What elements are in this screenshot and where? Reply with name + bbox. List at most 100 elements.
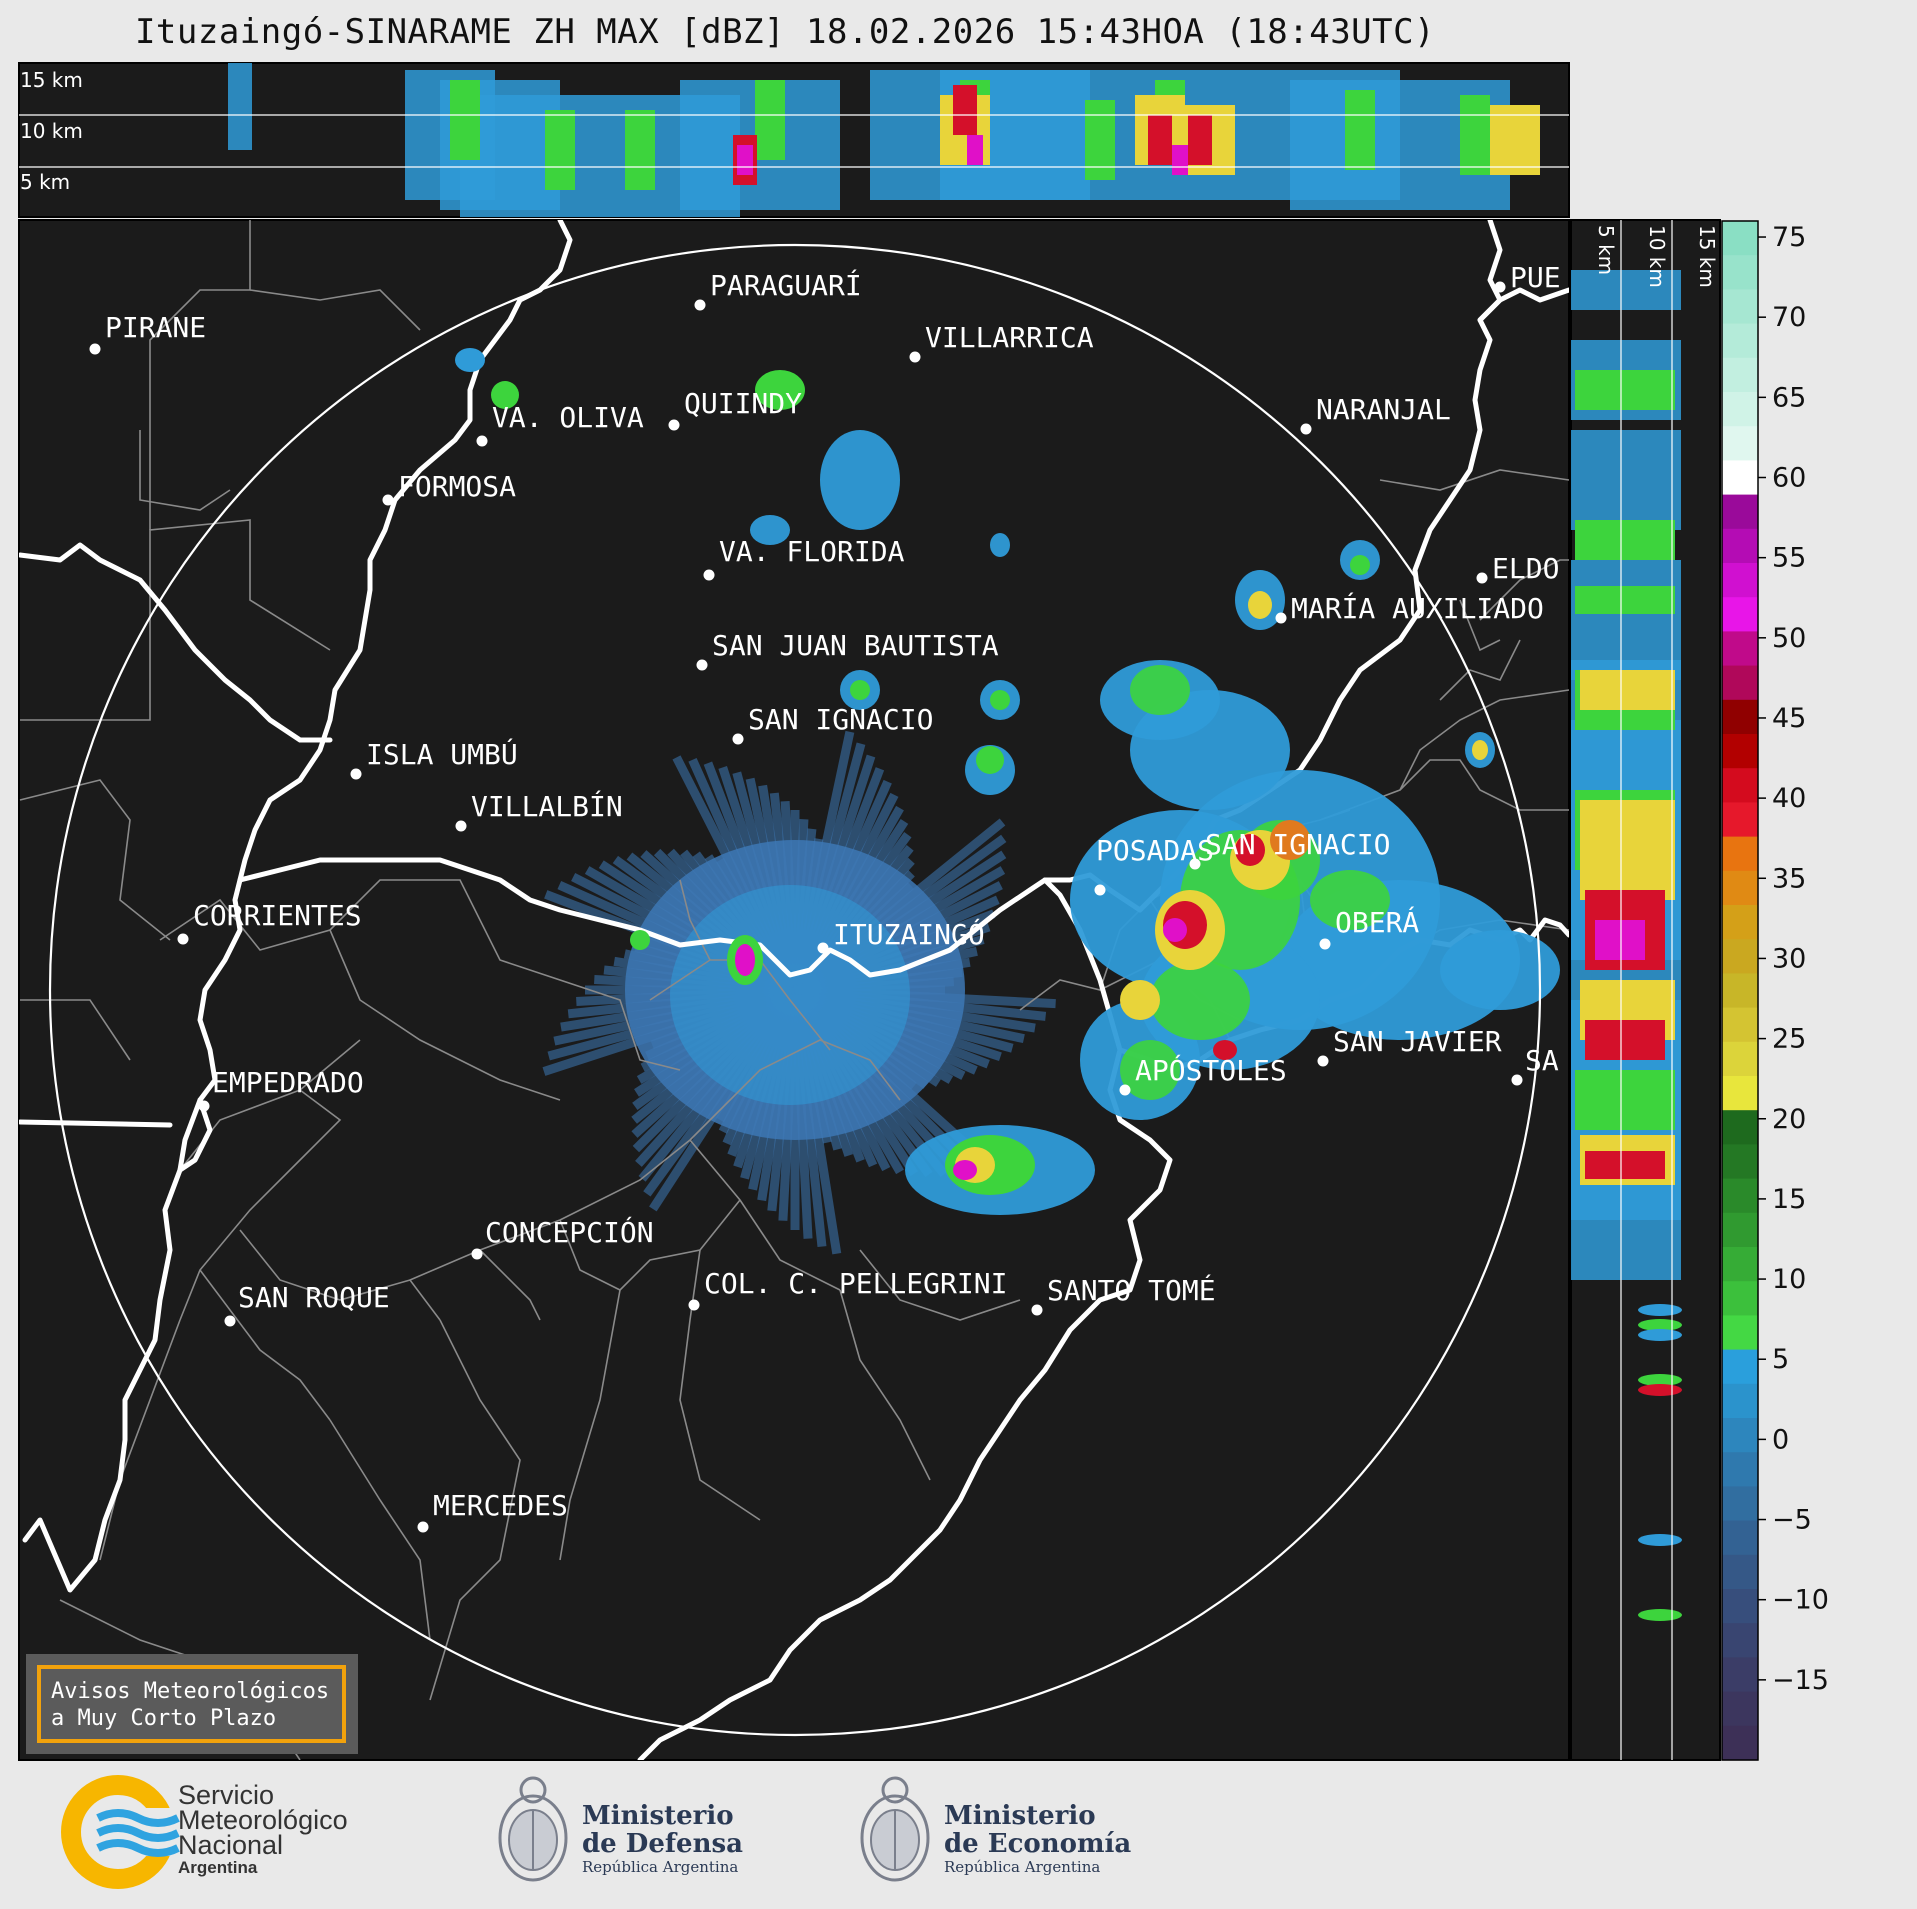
city-marker: MARÍA AUXILIADO [1275, 591, 1544, 625]
colorbar-band [1722, 1657, 1758, 1693]
echo-row [1638, 1534, 1682, 1546]
colorbar-tick-label: −10 [1772, 1585, 1829, 1616]
city-label: APÓSTOLES [1135, 1053, 1287, 1087]
echo-cell [491, 381, 519, 409]
echo-column [1148, 115, 1172, 165]
echo-cell [1213, 1040, 1237, 1060]
colorbar-band [1722, 836, 1758, 872]
echo-row [1575, 520, 1675, 560]
colorbar-tick-label: 20 [1772, 1104, 1806, 1135]
colorbar-band [1722, 563, 1758, 598]
defensa-line-3: República Argentina [582, 1858, 739, 1876]
echo-cell [1472, 740, 1488, 760]
colorbar-band [1722, 460, 1758, 496]
warning-box[interactable]: Avisos Meteorológicos a Muy Corto Plazo [26, 1654, 358, 1754]
city-dot-icon [224, 1315, 236, 1327]
economia-seal-icon [860, 1776, 930, 1882]
city-dot-icon [817, 942, 829, 954]
echo-cell [1163, 918, 1187, 942]
defensa-line-1: Ministerio [582, 1801, 734, 1831]
colorbar-band [1722, 1315, 1758, 1351]
colorbar-tick-label: 65 [1772, 382, 1806, 413]
colorbar-band [1722, 734, 1758, 769]
city-label: OBERÁ [1335, 905, 1419, 939]
city-marker: MERCEDES [417, 1489, 568, 1533]
colorbar-band [1722, 1418, 1758, 1453]
colorbar-band [1722, 323, 1758, 359]
city-label: MERCEDES [433, 1489, 568, 1522]
colorbar-band [1722, 768, 1758, 803]
city-marker: PUE [1494, 261, 1561, 294]
top-cross-section-panel: 15 km 10 km 5 km [18, 62, 1570, 218]
echo-row [1638, 1374, 1682, 1386]
city-marker: QUIINDY [668, 387, 802, 431]
city-dot-icon [1317, 1055, 1329, 1067]
colorbar-tick-label: 25 [1772, 1024, 1806, 1055]
city-marker: EMPEDRADO [198, 1066, 364, 1112]
colorbar-band [1722, 665, 1758, 701]
colorbar-tick-label: 40 [1772, 783, 1806, 814]
echo-cell [735, 944, 755, 976]
colorbar-tick-label: 70 [1772, 302, 1806, 333]
smn-line-1: Servicio [178, 1780, 275, 1810]
city-label: SAN ROQUE [238, 1281, 390, 1314]
defensa-line-2: de Defensa [582, 1829, 743, 1859]
smn-line-2: Meteorológico [178, 1805, 348, 1835]
city-marker: ITUZAINGÓ [817, 917, 985, 954]
city-label: SAN IGNACIO [748, 703, 933, 736]
city-marker: NARANJAL [1300, 393, 1451, 435]
smn-line-4: Argentina [178, 1858, 258, 1877]
top-cross-section-echoes [228, 63, 1540, 217]
economia-name: Ministerio de Economía República Argenti… [944, 1802, 1131, 1876]
city-marker: VILLARRICA [909, 321, 1094, 363]
colorbar-band [1722, 1178, 1758, 1214]
city-label: ELDO [1492, 552, 1559, 585]
colorbar-tick-label: 75 [1772, 222, 1806, 253]
city-marker: CORRIENTES [177, 899, 362, 945]
city-marker: ELDO [1476, 552, 1559, 585]
city-marker: POSADAS [1094, 834, 1214, 896]
colorbar-band [1722, 221, 1758, 256]
smn-name: Servicio Meteorológico Nacional Argentin… [178, 1780, 348, 1878]
side-cross-section-echoes [1571, 270, 1682, 1621]
colorbar-band [1722, 289, 1758, 325]
city-dot-icon [417, 1521, 429, 1533]
side-cross-section-panel: 5 km 10 km 15 km [1570, 219, 1721, 1761]
echo-row [1585, 1020, 1665, 1060]
echo-row [1575, 1070, 1675, 1130]
colorbar-band [1722, 1554, 1758, 1590]
city-label: PIRANE [105, 311, 206, 344]
echo-column [1460, 95, 1490, 175]
warning-line-1: Avisos Meteorológicos [51, 1679, 329, 1704]
city-dot-icon [350, 768, 362, 780]
colorbar-band [1722, 528, 1758, 564]
city-marker: ISLA UMBÚ [350, 737, 518, 780]
city-label: ISLA UMBÚ [366, 737, 518, 771]
echo-column [755, 80, 785, 160]
echo-cell [1120, 980, 1160, 1020]
colorbar-band [1722, 426, 1758, 461]
city-marker: CONCEPCIÓN [471, 1215, 654, 1260]
echo-cell [455, 348, 485, 372]
city-label: VILLALBÍN [471, 789, 623, 823]
city-label: POSADAS [1096, 834, 1214, 867]
city-marker: PIRANE [89, 311, 206, 355]
colorbar-tick-label: 45 [1772, 703, 1806, 734]
colorbar-tick-label: 30 [1772, 943, 1806, 974]
economia-line-2: de Economía [944, 1829, 1132, 1859]
city-marker: APÓSTOLES [1119, 1053, 1287, 1096]
echo-cell [1350, 555, 1370, 575]
side-label-10km: 10 km [1645, 225, 1669, 288]
city-dot-icon [1119, 1084, 1131, 1096]
city-dot-icon [1275, 612, 1287, 624]
warning-box-border [37, 1665, 346, 1743]
city-dot-icon [1031, 1304, 1043, 1316]
city-marker: FORMOSA [382, 470, 516, 506]
colorbar-tick-label: 50 [1772, 623, 1806, 654]
echo-column [737, 145, 753, 175]
city-label: SAN IGNACIO [1205, 828, 1390, 861]
colorbar-band [1722, 973, 1758, 1009]
smn-logo-wave-icon [96, 1809, 180, 1827]
city-marker: SAN IGNACIO [732, 703, 933, 745]
colorbar-tick-label: 55 [1772, 543, 1806, 574]
